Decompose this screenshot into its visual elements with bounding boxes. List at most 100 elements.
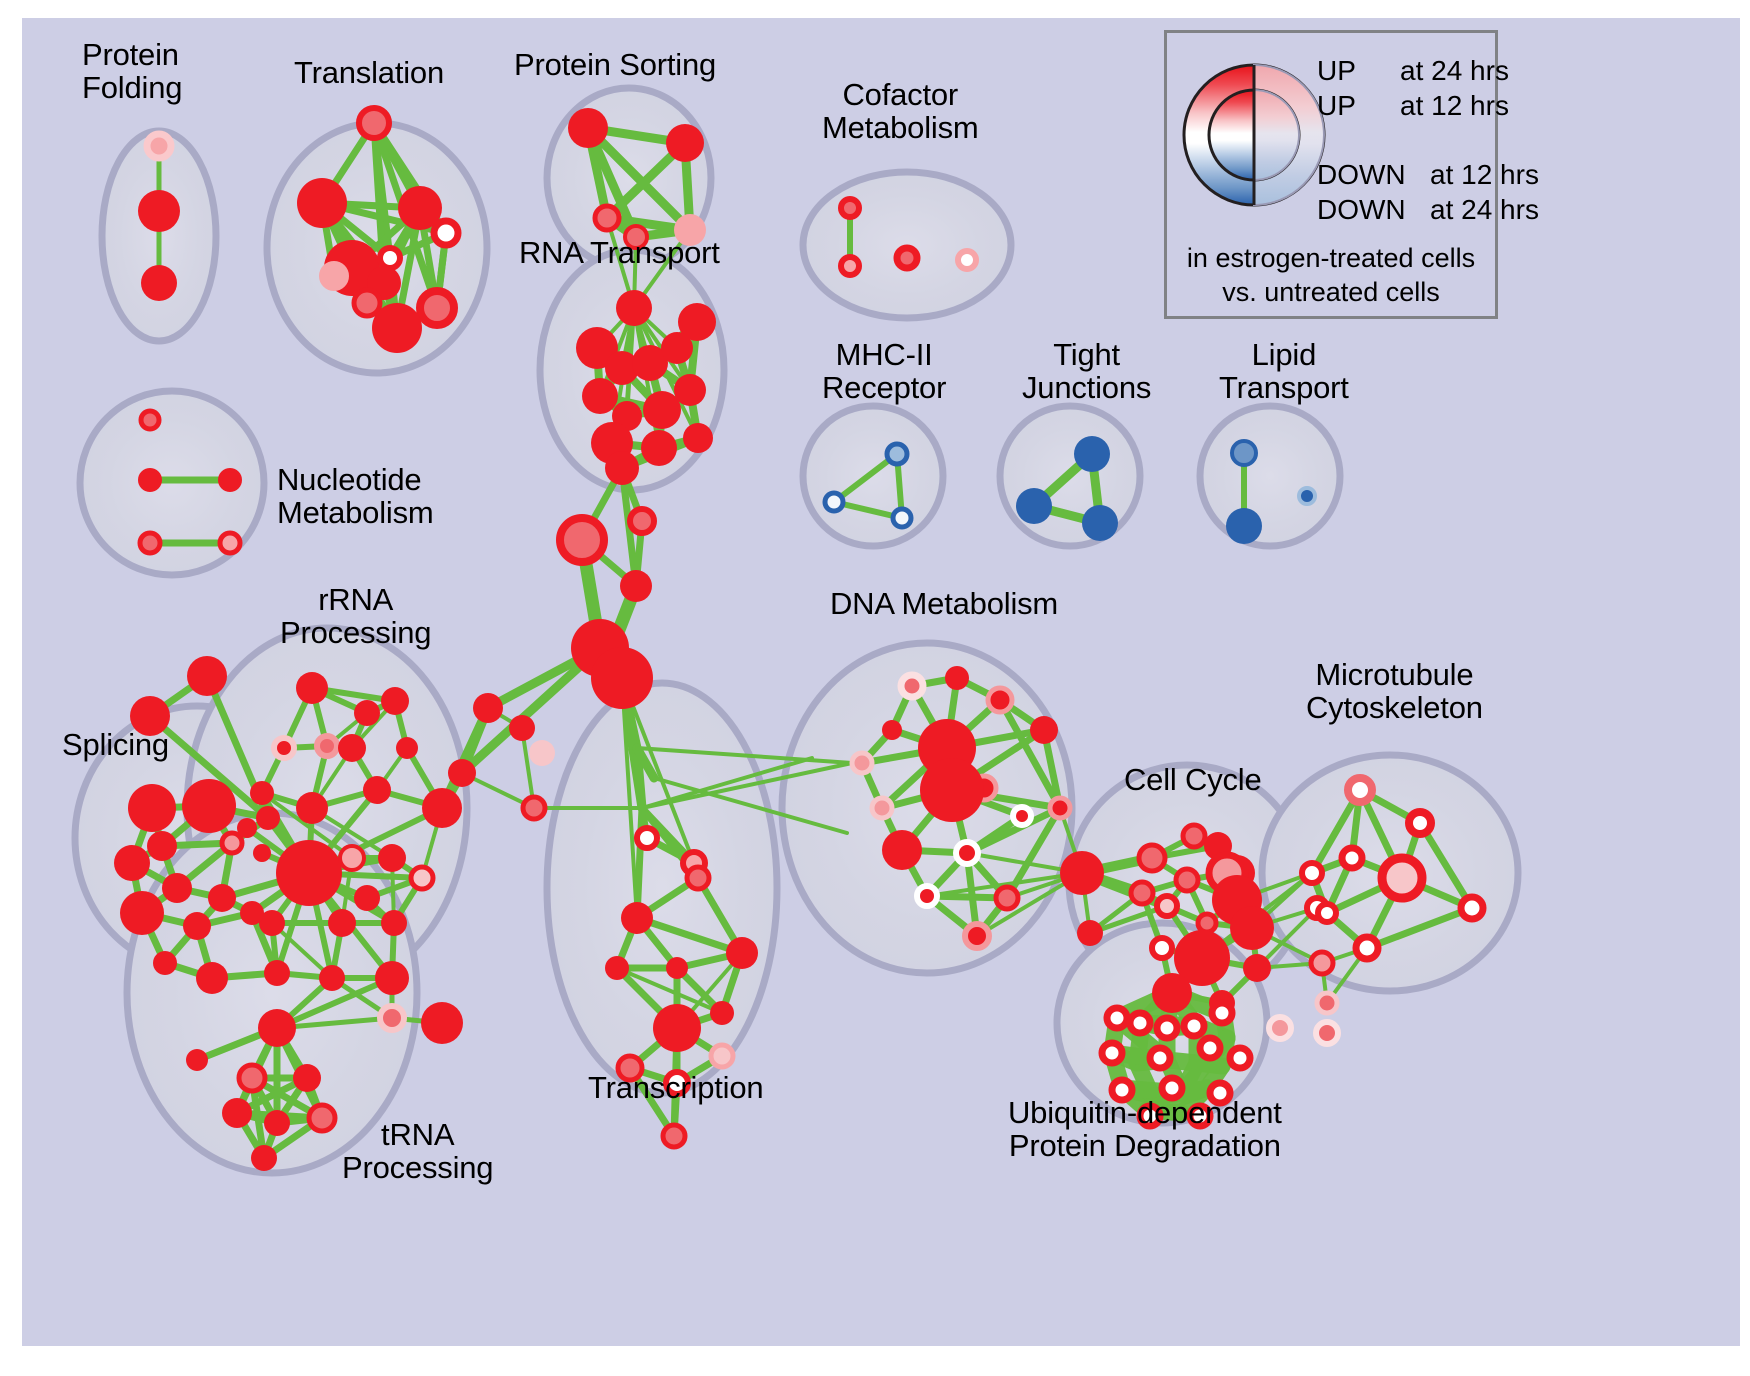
gene-set-node[interactable] (945, 666, 969, 690)
gene-set-node[interactable] (372, 303, 422, 353)
gene-set-node[interactable] (196, 962, 228, 994)
gene-set-node[interactable] (1196, 1034, 1224, 1062)
gene-set-node[interactable] (141, 265, 177, 301)
gene-set-node[interactable] (276, 840, 342, 906)
gene-set-node[interactable] (1074, 436, 1110, 472)
gene-set-node[interactable] (623, 224, 649, 250)
gene-set-node[interactable] (237, 818, 257, 838)
gene-set-node[interactable] (893, 244, 921, 272)
gene-set-node[interactable] (1314, 990, 1340, 1016)
gene-set-node[interactable] (568, 108, 608, 148)
gene-set-node[interactable] (822, 490, 846, 514)
gene-set-node[interactable] (1154, 893, 1180, 919)
gene-set-node[interactable] (208, 884, 236, 912)
gene-set-node[interactable] (422, 788, 462, 828)
gene-set-node[interactable] (328, 909, 356, 937)
gene-set-node[interactable] (222, 1098, 252, 1128)
gene-set-node[interactable] (1297, 486, 1317, 506)
gene-set-node[interactable] (632, 345, 668, 381)
gene-set-node[interactable] (1230, 906, 1274, 950)
gene-set-node[interactable] (363, 776, 391, 804)
gene-set-node[interactable] (591, 647, 653, 709)
gene-set-node[interactable] (1405, 808, 1435, 838)
gene-set-node[interactable] (297, 178, 347, 228)
gene-set-node[interactable] (726, 937, 758, 969)
gene-set-node[interactable] (592, 203, 622, 233)
gene-set-node[interactable] (138, 408, 162, 432)
gene-set-node[interactable] (653, 1004, 701, 1052)
gene-set-node[interactable] (130, 696, 170, 736)
gene-set-node[interactable] (448, 759, 476, 787)
gene-set-node[interactable] (884, 441, 910, 467)
gene-set-node[interactable] (421, 1002, 463, 1044)
gene-set-node[interactable] (240, 901, 264, 925)
gene-set-node[interactable] (1174, 930, 1230, 986)
gene-set-node[interactable] (430, 217, 462, 249)
gene-set-node[interactable] (1344, 774, 1376, 806)
gene-set-node[interactable] (473, 693, 503, 723)
gene-set-node[interactable] (1146, 1044, 1174, 1072)
gene-set-node[interactable] (1010, 804, 1034, 828)
gene-set-node[interactable] (296, 672, 328, 704)
gene-set-node[interactable] (576, 327, 618, 369)
gene-set-node[interactable] (1077, 920, 1103, 946)
gene-set-node[interactable] (666, 957, 688, 979)
gene-set-node[interactable] (556, 514, 608, 566)
gene-set-node[interactable] (643, 391, 681, 429)
gene-set-node[interactable] (683, 423, 713, 453)
gene-set-node[interactable] (1030, 716, 1058, 744)
gene-set-node[interactable] (962, 921, 992, 951)
gene-set-node[interactable] (1153, 1014, 1181, 1042)
gene-set-node[interactable] (605, 956, 629, 980)
gene-set-node[interactable] (128, 784, 176, 832)
gene-set-node[interactable] (914, 883, 940, 909)
gene-set-node[interactable] (605, 451, 639, 485)
gene-set-node[interactable] (1098, 1039, 1126, 1067)
gene-set-node[interactable] (143, 130, 175, 162)
gene-set-node[interactable] (529, 740, 555, 766)
gene-set-node[interactable] (251, 1145, 277, 1171)
gene-set-node[interactable] (616, 290, 652, 326)
gene-set-node[interactable] (708, 1042, 736, 1070)
gene-set-node[interactable] (1128, 879, 1156, 907)
gene-set-node[interactable] (1208, 999, 1236, 1027)
gene-set-node[interactable] (882, 720, 902, 740)
gene-set-node[interactable] (684, 864, 712, 892)
gene-set-node[interactable] (314, 733, 340, 759)
gene-set-node[interactable] (354, 885, 380, 911)
gene-set-node[interactable] (1315, 901, 1339, 925)
gene-set-node[interactable] (1457, 893, 1487, 923)
gene-set-node[interactable] (219, 830, 245, 856)
gene-set-node[interactable] (236, 1062, 268, 1094)
gene-set-node[interactable] (1173, 866, 1201, 894)
gene-set-node[interactable] (605, 351, 639, 385)
gene-set-node[interactable] (710, 1001, 734, 1025)
gene-set-node[interactable] (1152, 973, 1192, 1013)
gene-set-node[interactable] (1186, 1102, 1214, 1130)
gene-set-node[interactable] (162, 873, 192, 903)
gene-set-node[interactable] (660, 1122, 688, 1150)
gene-set-node[interactable] (186, 1049, 208, 1071)
gene-set-node[interactable] (264, 1110, 290, 1136)
gene-set-node[interactable] (1352, 933, 1382, 963)
gene-set-node[interactable] (641, 430, 677, 466)
gene-set-node[interactable] (1313, 1019, 1341, 1047)
gene-set-node[interactable] (120, 891, 164, 935)
gene-set-node[interactable] (627, 506, 657, 536)
gene-set-node[interactable] (137, 530, 163, 556)
gene-set-node[interactable] (882, 830, 922, 870)
gene-set-node[interactable] (1180, 1012, 1208, 1040)
gene-set-node[interactable] (356, 105, 392, 141)
gene-set-node[interactable] (1230, 439, 1258, 467)
gene-set-node[interactable] (293, 1064, 321, 1092)
gene-set-node[interactable] (1103, 1004, 1131, 1032)
gene-set-node[interactable] (250, 781, 274, 805)
gene-set-node[interactable] (182, 779, 236, 833)
gene-set-node[interactable] (1308, 949, 1336, 977)
gene-set-node[interactable] (520, 794, 548, 822)
gene-set-node[interactable] (217, 530, 243, 556)
gene-set-node[interactable] (253, 844, 271, 862)
gene-set-node[interactable] (985, 685, 1015, 715)
gene-set-node[interactable] (416, 287, 458, 329)
gene-set-node[interactable] (920, 758, 984, 822)
